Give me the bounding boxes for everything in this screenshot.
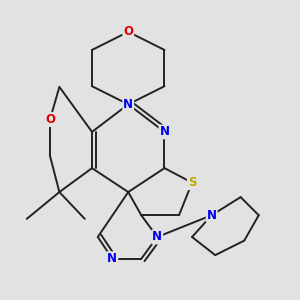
Text: O: O (45, 113, 55, 126)
Text: N: N (123, 98, 133, 111)
Text: S: S (188, 176, 196, 189)
Text: N: N (207, 209, 217, 222)
Text: O: O (123, 25, 133, 38)
Text: N: N (152, 230, 162, 244)
Text: N: N (160, 125, 170, 138)
Text: N: N (107, 252, 117, 265)
